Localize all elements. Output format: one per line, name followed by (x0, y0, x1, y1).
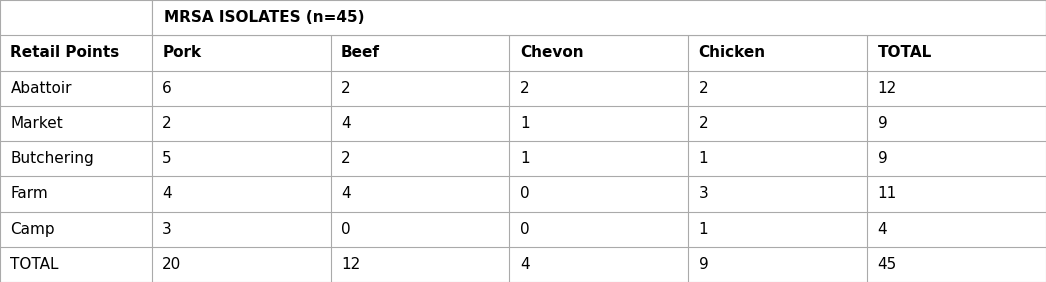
Text: Beef: Beef (341, 45, 380, 60)
Text: 0: 0 (341, 222, 350, 237)
Text: 45: 45 (878, 257, 896, 272)
Text: Chevon: Chevon (520, 45, 584, 60)
Text: Butchering: Butchering (10, 151, 94, 166)
Text: 0: 0 (520, 222, 529, 237)
Text: 9: 9 (699, 257, 708, 272)
Text: 3: 3 (162, 222, 172, 237)
Text: Pork: Pork (162, 45, 201, 60)
Text: Farm: Farm (10, 186, 48, 201)
Text: 11: 11 (878, 186, 896, 201)
Text: 0: 0 (520, 186, 529, 201)
Text: TOTAL: TOTAL (878, 45, 932, 60)
Bar (153, 0, 1045, 35)
Text: 5: 5 (162, 151, 172, 166)
Text: 2: 2 (341, 151, 350, 166)
Text: MRSA ISOLATES (n=45): MRSA ISOLATES (n=45) (164, 10, 365, 25)
Text: 20: 20 (162, 257, 181, 272)
Text: 9: 9 (878, 151, 887, 166)
Text: 9: 9 (878, 116, 887, 131)
Text: Market: Market (10, 116, 63, 131)
Text: 4: 4 (520, 257, 529, 272)
Text: Abattoir: Abattoir (10, 81, 72, 96)
Text: 2: 2 (162, 116, 172, 131)
Text: 2: 2 (341, 81, 350, 96)
Text: Retail Points: Retail Points (10, 45, 119, 60)
Text: 2: 2 (699, 81, 708, 96)
Text: 6: 6 (162, 81, 172, 96)
Text: 1: 1 (699, 222, 708, 237)
Text: 3: 3 (699, 186, 708, 201)
Text: Camp: Camp (10, 222, 55, 237)
Text: 4: 4 (341, 186, 350, 201)
Text: 12: 12 (878, 81, 896, 96)
Text: 4: 4 (341, 116, 350, 131)
Text: 1: 1 (520, 151, 529, 166)
Text: Chicken: Chicken (699, 45, 766, 60)
Text: 1: 1 (520, 116, 529, 131)
Text: 12: 12 (341, 257, 360, 272)
Text: 2: 2 (699, 116, 708, 131)
Text: TOTAL: TOTAL (10, 257, 59, 272)
Text: 4: 4 (162, 186, 172, 201)
Text: 2: 2 (520, 81, 529, 96)
Text: 1: 1 (699, 151, 708, 166)
Text: 4: 4 (878, 222, 887, 237)
